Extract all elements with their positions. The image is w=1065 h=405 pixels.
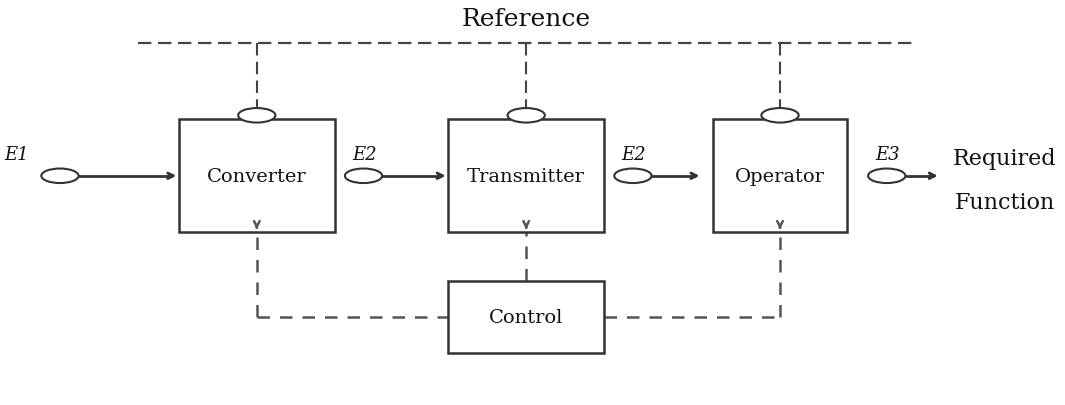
FancyBboxPatch shape — [179, 120, 334, 232]
Circle shape — [239, 109, 276, 123]
Text: Reference: Reference — [461, 8, 591, 31]
FancyBboxPatch shape — [448, 281, 604, 353]
Text: E2: E2 — [622, 145, 646, 163]
Circle shape — [42, 169, 79, 183]
Text: Function: Function — [954, 192, 1055, 213]
Circle shape — [868, 169, 905, 183]
Text: Required: Required — [953, 147, 1056, 169]
Text: Transmitter: Transmitter — [468, 167, 585, 185]
Text: Operator: Operator — [735, 167, 825, 185]
Text: Converter: Converter — [207, 167, 307, 185]
Circle shape — [508, 109, 545, 123]
FancyBboxPatch shape — [448, 120, 604, 232]
Text: E3: E3 — [875, 145, 900, 163]
Text: E1: E1 — [4, 145, 29, 163]
Text: Control: Control — [489, 308, 563, 326]
Text: E2: E2 — [353, 145, 377, 163]
Circle shape — [761, 109, 799, 123]
FancyBboxPatch shape — [712, 120, 848, 232]
Circle shape — [615, 169, 652, 183]
Circle shape — [345, 169, 382, 183]
